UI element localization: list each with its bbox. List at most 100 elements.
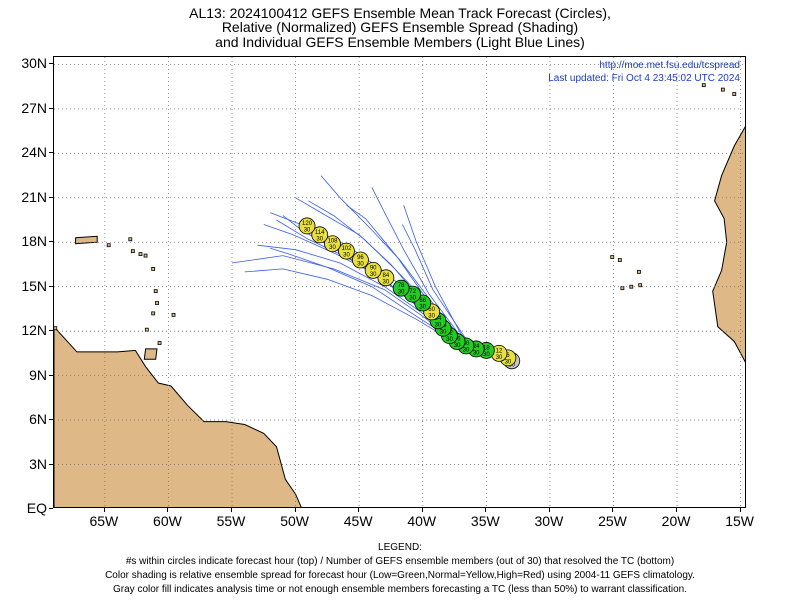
island-17 bbox=[620, 286, 625, 291]
lat-tick-mark bbox=[49, 241, 53, 243]
island-7 bbox=[138, 252, 143, 257]
lat-tick-mark bbox=[49, 463, 53, 465]
lat-tick-label: 3N bbox=[29, 455, 47, 472]
track-members-label: 30 bbox=[419, 305, 426, 311]
track-hour-label: 42 bbox=[446, 331, 453, 337]
track-members-label: 30 bbox=[446, 337, 453, 343]
track-members-label: 30 bbox=[357, 262, 364, 268]
lat-tick-label: EQ bbox=[26, 500, 47, 516]
island-4 bbox=[144, 327, 149, 332]
track-point-84 bbox=[377, 269, 395, 287]
island-19 bbox=[720, 87, 725, 92]
island-16 bbox=[629, 284, 634, 289]
lat-tick-mark bbox=[49, 196, 53, 198]
lat-tick-mark bbox=[49, 508, 53, 509]
lat-tick-mark bbox=[49, 285, 53, 287]
lat-tick-label: 12N bbox=[21, 322, 47, 339]
lon-tick-mark bbox=[548, 508, 550, 512]
land-mass-0 bbox=[54, 325, 302, 507]
track-hour-label: 108 bbox=[327, 239, 338, 245]
ensemble-member-1 bbox=[270, 212, 510, 360]
island-6 bbox=[130, 249, 135, 254]
lon-tick-label: 15W bbox=[725, 513, 755, 529]
track-members-label: 30 bbox=[383, 279, 390, 285]
lon-tick-label: 30W bbox=[534, 513, 564, 529]
track-members-label: 30 bbox=[496, 355, 503, 361]
land-mass-1 bbox=[143, 348, 158, 360]
track-hour-label: 114 bbox=[315, 230, 325, 236]
lon-tick-label: 55W bbox=[216, 513, 246, 529]
lon-tick-label: 50W bbox=[280, 513, 309, 529]
track-hour-label: 102 bbox=[341, 246, 352, 252]
lat-tick-mark bbox=[49, 330, 53, 332]
title-line-1: AL13: 2024100412 GEFS Ensemble Mean Trac… bbox=[189, 5, 611, 21]
track-point-114 bbox=[311, 226, 329, 244]
island-11 bbox=[157, 341, 162, 345]
lon-tick-mark bbox=[167, 508, 169, 512]
track-point-78 bbox=[392, 279, 410, 297]
lon-tick-label: 40W bbox=[407, 513, 437, 529]
track-members-label: 30 bbox=[409, 296, 416, 302]
track-point-102 bbox=[338, 242, 355, 260]
track-members-label: 30 bbox=[343, 253, 350, 259]
track-point-96 bbox=[352, 251, 369, 269]
track-hour-label: 18 bbox=[483, 345, 490, 351]
track-hour-label: 90 bbox=[370, 265, 377, 271]
track-members-label: 30 bbox=[483, 352, 490, 358]
island-0 bbox=[151, 267, 156, 271]
track-hour-label: 54 bbox=[435, 316, 442, 322]
track-hour-label: 6 bbox=[506, 353, 510, 359]
track-hour-label: 30 bbox=[463, 341, 470, 347]
track-hour-label: 12 bbox=[496, 348, 503, 354]
ensemble-member-3 bbox=[295, 197, 510, 360]
track-point-108 bbox=[324, 235, 341, 253]
lon-tick-mark bbox=[231, 508, 233, 512]
track-members-label: 30 bbox=[329, 245, 336, 251]
lat-tick-mark bbox=[49, 374, 53, 376]
ensemble-member-11 bbox=[346, 204, 510, 360]
track-hour-label: 96 bbox=[357, 255, 364, 261]
lat-tick-label: 9N bbox=[29, 366, 47, 383]
lon-tick-label: 60W bbox=[153, 513, 182, 529]
map-panel: 0306301230183024303030363042304830543060… bbox=[53, 56, 746, 508]
track-point-120 bbox=[298, 217, 316, 235]
title-line-3: and Individual GEFS Ensemble Members (Li… bbox=[215, 34, 585, 50]
legend-heading: LEGEND: bbox=[378, 542, 422, 553]
lon-tick-mark bbox=[739, 508, 741, 512]
legend-line-3: Gray color fill indicates analysis time … bbox=[113, 584, 687, 595]
track-hour-label: 66 bbox=[419, 298, 426, 304]
source-url: http://moe.met.fsu.edu/tcspread bbox=[599, 60, 740, 71]
track-hour-label: 84 bbox=[383, 273, 390, 279]
land-mass-2 bbox=[75, 235, 98, 245]
track-hour-label: 72 bbox=[409, 289, 416, 295]
island-22 bbox=[701, 83, 706, 88]
track-members-label: 30 bbox=[435, 322, 442, 328]
lon-tick-mark bbox=[612, 508, 614, 512]
island-2 bbox=[155, 301, 159, 305]
lat-tick-mark bbox=[49, 419, 53, 421]
lon-tick-label: 45W bbox=[343, 513, 373, 529]
lon-tick-mark bbox=[358, 508, 360, 512]
track-point-90 bbox=[364, 262, 382, 279]
legend-line-2: Color shading is relative ensemble sprea… bbox=[105, 570, 695, 581]
track-members-label: 30 bbox=[508, 362, 515, 368]
track-members-label: 30 bbox=[440, 330, 447, 336]
lat-tick-label: 6N bbox=[29, 411, 47, 428]
lon-tick-mark bbox=[485, 508, 487, 512]
track-members-label: 30 bbox=[428, 313, 435, 319]
lon-tick-mark bbox=[676, 508, 678, 512]
lat-tick-label: 27N bbox=[21, 99, 47, 116]
track-members-label: 30 bbox=[316, 236, 323, 242]
lat-tick-mark bbox=[49, 152, 53, 154]
island-14 bbox=[637, 269, 641, 274]
track-members-label: 30 bbox=[505, 359, 512, 365]
last-updated: Last updated: Fri Oct 4 23:45:02 UTC 202… bbox=[548, 73, 740, 84]
island-8 bbox=[143, 253, 148, 258]
lon-tick-mark bbox=[421, 508, 423, 512]
track-hour-label: 36 bbox=[454, 337, 461, 343]
lon-tick-label: 65W bbox=[89, 513, 119, 529]
lat-tick-label: 15N bbox=[21, 277, 47, 294]
track-hour-label: 60 bbox=[428, 307, 435, 313]
lat-tick-label: 24N bbox=[21, 144, 47, 161]
track-members-label: 30 bbox=[398, 290, 405, 296]
